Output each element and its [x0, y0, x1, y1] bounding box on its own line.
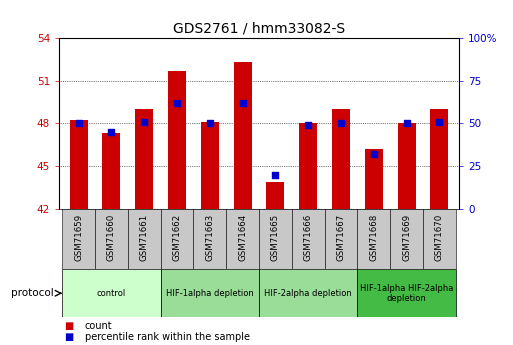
Text: GSM71664: GSM71664	[238, 214, 247, 261]
Bar	[365, 149, 383, 209]
Point	[403, 121, 411, 126]
Text: GSM71661: GSM71661	[140, 214, 149, 261]
Bar	[103, 133, 121, 209]
Text: ■: ■	[64, 321, 73, 331]
Bar	[423, 209, 456, 269]
Bar	[168, 71, 186, 209]
Point	[74, 121, 83, 126]
Text: GSM71666: GSM71666	[304, 214, 313, 261]
Point	[107, 129, 115, 135]
Bar	[135, 109, 153, 209]
Text: GSM71660: GSM71660	[107, 214, 116, 261]
Text: GSM71659: GSM71659	[74, 214, 83, 261]
Text: GSM71668: GSM71668	[369, 214, 379, 261]
Text: protocol: protocol	[11, 288, 54, 298]
Bar	[161, 209, 193, 269]
Bar	[95, 209, 128, 269]
Bar	[62, 209, 95, 269]
Bar	[332, 109, 350, 209]
Text: GSM71669: GSM71669	[402, 214, 411, 261]
Text: HIF-2alpha depletion: HIF-2alpha depletion	[264, 289, 352, 298]
Bar	[128, 209, 161, 269]
Text: GSM71663: GSM71663	[205, 214, 214, 261]
Text: control: control	[97, 289, 126, 298]
Bar	[390, 209, 423, 269]
Text: GSM71665: GSM71665	[271, 214, 280, 261]
Point	[271, 172, 280, 177]
Point	[436, 119, 444, 125]
Bar	[299, 124, 317, 209]
Bar	[325, 209, 358, 269]
Bar	[226, 209, 259, 269]
Bar	[358, 269, 456, 317]
Bar	[201, 122, 219, 209]
Bar	[259, 209, 292, 269]
Text: HIF-1alpha HIF-2alpha
depletion: HIF-1alpha HIF-2alpha depletion	[360, 284, 453, 303]
Bar	[70, 120, 88, 209]
Bar	[233, 62, 252, 209]
Text: GSM71662: GSM71662	[172, 214, 182, 261]
Title: GDS2761 / hmm33082-S: GDS2761 / hmm33082-S	[173, 21, 345, 36]
Bar	[398, 124, 416, 209]
Text: percentile rank within the sample: percentile rank within the sample	[85, 333, 250, 342]
Point	[239, 100, 247, 106]
Point	[337, 121, 345, 126]
Text: count: count	[85, 321, 112, 331]
Bar	[358, 209, 390, 269]
Bar	[259, 269, 358, 317]
Bar	[292, 209, 325, 269]
Point	[304, 122, 312, 128]
Bar	[193, 209, 226, 269]
Text: ■: ■	[64, 333, 73, 342]
Bar	[266, 182, 285, 209]
Text: HIF-1alpha depletion: HIF-1alpha depletion	[166, 289, 254, 298]
Text: GSM71670: GSM71670	[435, 214, 444, 261]
Bar	[161, 269, 259, 317]
Point	[140, 120, 148, 125]
Bar	[430, 109, 448, 209]
Text: GSM71667: GSM71667	[337, 214, 346, 261]
Point	[370, 151, 378, 157]
Point	[173, 100, 181, 106]
Point	[206, 121, 214, 126]
Bar	[62, 269, 161, 317]
